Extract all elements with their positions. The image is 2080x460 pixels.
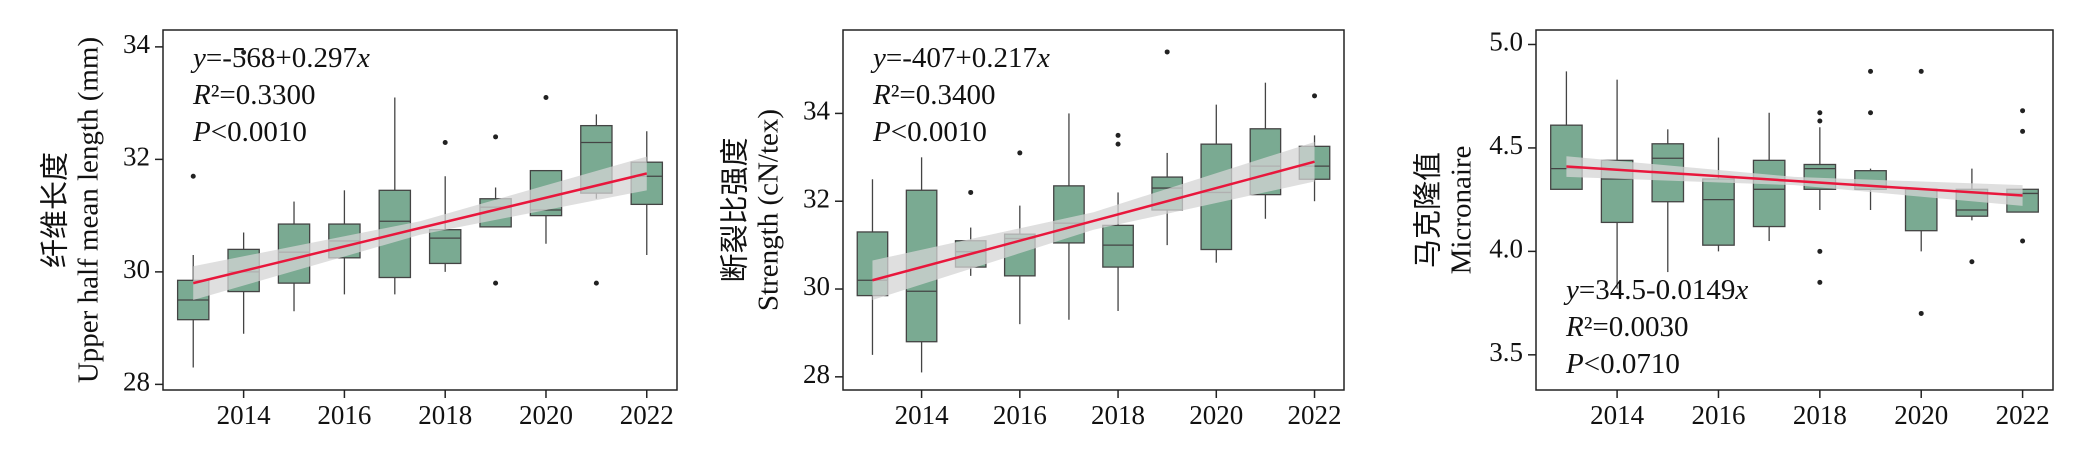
box: [1702, 178, 1735, 246]
y-tick-label: 28: [803, 359, 830, 389]
outlier: [1969, 259, 1975, 265]
outlier: [1115, 132, 1121, 138]
outlier: [1868, 68, 1874, 74]
outlier: [493, 134, 499, 140]
outlier: [1868, 110, 1874, 116]
regression-annotation: R²=0.0030: [1565, 311, 1689, 343]
outlier: [1817, 110, 1823, 116]
y-axis-label: Micronaire: [1446, 146, 1478, 275]
outlier: [493, 280, 499, 286]
y-tick-label: 34: [123, 29, 151, 59]
plot-frame: [842, 29, 1345, 391]
panel: 纤维长度 Upper half mean length (mm) 28 30 32 34 2…: [39, 29, 678, 430]
regression-annotation: P<0.0710: [1565, 348, 1680, 380]
x-tick-label: 2020: [1189, 400, 1243, 430]
x-tick-label: 2016: [317, 400, 371, 430]
outlier: [1164, 49, 1170, 55]
box: [428, 229, 462, 265]
x-tick-label: 2020: [519, 400, 573, 430]
regression-annotation: y=-407+0.217x: [870, 42, 1050, 74]
y-tick-label: 3.5: [1489, 337, 1523, 367]
outlier: [1115, 141, 1121, 147]
x-tick-label: 2022: [1996, 400, 2050, 430]
plot-frame: [1535, 29, 2054, 391]
y-axis-label: Upper half mean length (mm): [73, 37, 105, 383]
x-tick-label: 2018: [1091, 400, 1145, 430]
plot-frame: [162, 29, 678, 391]
panel: 断裂比强度 Strength (cN/tex) 28 30 32 34 2014 2016 20…: [719, 29, 1345, 430]
x-tick-label: 2014: [1590, 400, 1645, 430]
outlier: [2020, 128, 2026, 134]
y-tick-label: 32: [123, 142, 150, 172]
x-tick-label: 2018: [1793, 400, 1847, 430]
box: [1102, 224, 1134, 268]
x-tick-label: 2014: [895, 400, 950, 430]
y-tick-label: 4.5: [1489, 130, 1523, 160]
outlier: [2020, 238, 2026, 244]
outlier: [1017, 150, 1023, 156]
trend-line: [192, 172, 648, 285]
x-tick-label: 2022: [620, 400, 674, 430]
regression-annotation: R²=0.3400: [872, 79, 996, 111]
y-axis-label: Strength (cN/tex): [753, 109, 785, 311]
y-tick-label: 30: [123, 254, 150, 284]
x-tick-label: 2020: [1894, 400, 1948, 430]
x-tick-label: 2014: [217, 400, 272, 430]
y-tick-label: 28: [123, 367, 150, 397]
trend-line: [1566, 165, 2023, 197]
trend-line: [872, 160, 1315, 282]
x-tick-label: 2022: [1288, 400, 1342, 430]
y-axis-label: 纤维长度: [39, 152, 72, 268]
box: [1752, 159, 1786, 228]
outlier: [2020, 108, 2026, 114]
outlier: [1312, 93, 1318, 99]
regression-annotation: R²=0.3300: [192, 79, 316, 111]
y-tick-label: 30: [803, 271, 830, 301]
outlier: [593, 280, 599, 286]
y-tick-label: 34: [803, 96, 831, 126]
y-axis-label: 马克隆值: [1412, 152, 1445, 268]
x-tick-label: 2016: [993, 400, 1047, 430]
y-tick-label: 32: [803, 183, 830, 213]
outlier: [241, 50, 247, 55]
outlier: [543, 95, 549, 100]
outlier: [1918, 310, 1924, 316]
outlier: [1817, 279, 1823, 285]
y-tick-label: 4.0: [1489, 234, 1523, 264]
outlier: [190, 173, 196, 179]
x-tick-label: 2016: [1691, 400, 1745, 430]
outlier: [1817, 248, 1823, 254]
outlier: [1817, 118, 1823, 124]
regression-annotation: y=34.5-0.0149x: [1563, 274, 1748, 306]
outlier: [1918, 68, 1924, 74]
outlier: [442, 140, 448, 145]
regression-annotation: y=-568+0.297x: [190, 42, 370, 74]
x-tick-label: 2018: [418, 400, 472, 430]
y-tick-label: 5.0: [1489, 27, 1523, 57]
panel: 马克隆值 Micronaire 3.5 4.0 4.5 5.0 2014 2016 2018 20…: [1412, 27, 2054, 430]
regression-annotation: P<0.0010: [192, 116, 307, 148]
outlier: [968, 189, 974, 195]
y-axis-label: 断裂比强度: [719, 137, 752, 282]
regression-annotation: P<0.0010: [872, 116, 987, 148]
